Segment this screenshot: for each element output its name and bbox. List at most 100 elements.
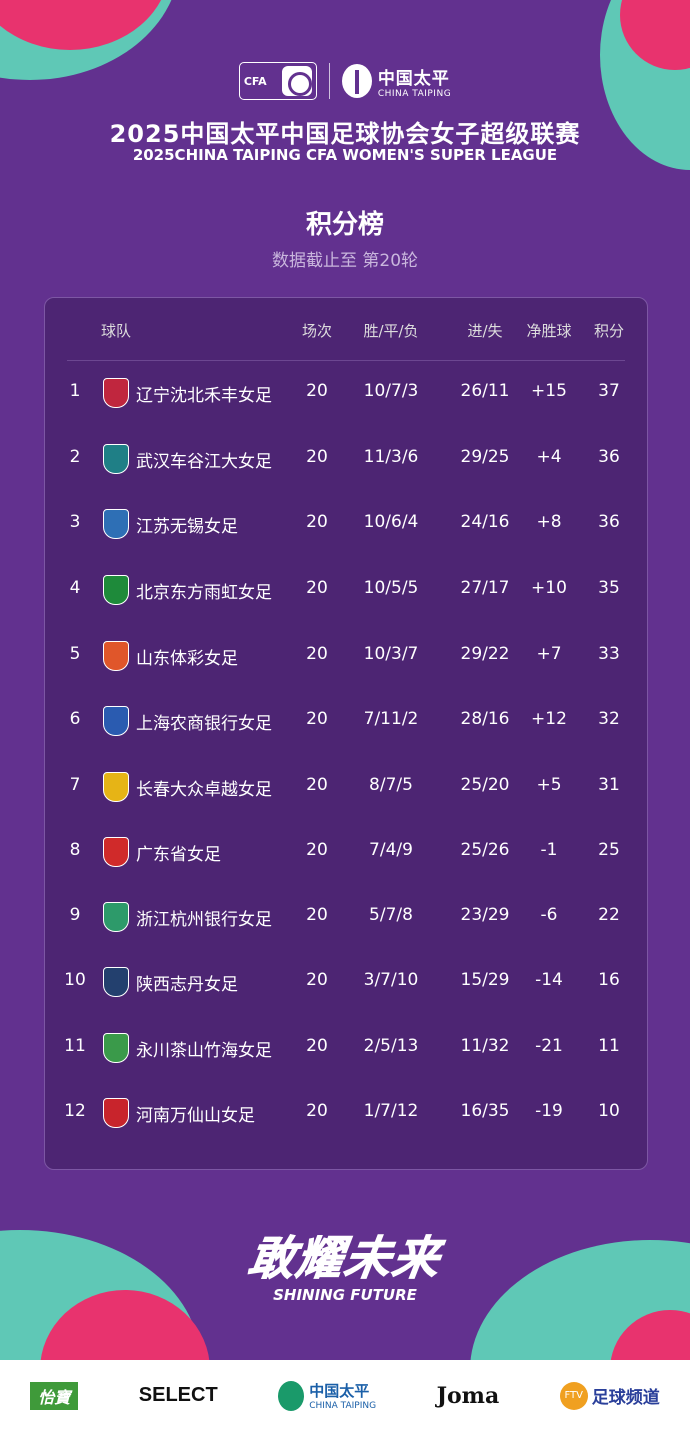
table-row: 12 河南万仙山女足 20 1/7/12 16/35 -19 10	[45, 1093, 647, 1133]
sponsor-china-taiping: 中国太平 CHINA TAIPING	[278, 1380, 376, 1411]
win-draw-loss: 1/7/12	[363, 1101, 419, 1121]
goal-difference: +8	[536, 512, 562, 532]
tree-icon	[278, 1380, 305, 1411]
sponsor-bar: 怡寶 SELECT 中国太平 CHINA TAIPING Joma FTV 足球频…	[0, 1360, 690, 1431]
played: 20	[306, 775, 328, 795]
played: 20	[306, 512, 328, 532]
table-row: 8 广东省女足 20 7/4/9 25/26 -1 25	[45, 832, 647, 872]
rose-icon	[281, 66, 312, 96]
rank: 9	[69, 905, 81, 925]
goal-difference: -1	[540, 840, 558, 860]
played: 20	[306, 447, 328, 467]
goals-for-against: 11/32	[460, 1036, 510, 1056]
points: 36	[598, 447, 620, 467]
goals-for-against: 25/26	[460, 840, 510, 860]
points: 36	[598, 512, 620, 532]
subtitle: 数据截止至 第20轮	[271, 251, 419, 271]
team-name: 浙江杭州银行女足	[136, 910, 272, 930]
sponsor-joma: Joma	[436, 1382, 500, 1409]
table-row: 10 陕西志丹女足 20 3/7/10 15/29 -14 16	[45, 962, 647, 1002]
points: 11	[598, 1036, 620, 1056]
win-draw-loss: 5/7/8	[369, 905, 413, 925]
win-draw-loss: 11/3/6	[363, 447, 419, 467]
goal-difference: +12	[531, 709, 567, 729]
rank: 11	[64, 1036, 86, 1056]
points: 32	[598, 709, 620, 729]
goals-for-against: 26/11	[460, 381, 510, 401]
goals-for-against: 29/22	[460, 644, 510, 664]
team-name: 北京东方雨虹女足	[136, 583, 272, 603]
goals-for-against: 27/17	[460, 578, 510, 598]
goals-for-against: 29/25	[460, 447, 510, 467]
played: 20	[306, 1036, 328, 1056]
win-draw-loss: 10/6/4	[363, 512, 419, 532]
goal-difference: -21	[535, 1036, 563, 1056]
team-badge-icon	[103, 967, 129, 997]
col-wdl: 胜/平/负	[363, 322, 419, 340]
win-draw-loss: 10/3/7	[363, 644, 419, 664]
team-badge-icon	[103, 378, 129, 408]
points: 22	[598, 905, 620, 925]
team-badge-icon	[103, 837, 129, 867]
tree-icon	[341, 64, 372, 98]
rank: 10	[64, 970, 86, 990]
col-played: 场次	[301, 322, 332, 340]
points: 33	[598, 644, 620, 664]
col-team: 球队	[101, 322, 132, 340]
played: 20	[306, 970, 328, 990]
team-name: 陕西志丹女足	[136, 975, 238, 995]
cfa-logo: CFA	[238, 62, 317, 100]
goal-difference: +4	[536, 447, 562, 467]
team-name: 永川茶山竹海女足	[136, 1041, 272, 1061]
goals-for-against: 24/16	[460, 512, 510, 532]
goal-difference: -6	[540, 905, 558, 925]
table-row: 4 北京东方雨虹女足 20 10/5/5 27/17 +10 35	[45, 570, 647, 610]
points: 16	[598, 970, 620, 990]
header-divider	[67, 360, 625, 361]
played: 20	[306, 905, 328, 925]
rank: 2	[69, 447, 81, 467]
col-goals: 进/失	[467, 322, 503, 340]
table-row: 5 山东体彩女足 20 10/3/7 29/22 +7 33	[45, 636, 647, 676]
page-title: 积分榜	[305, 210, 384, 240]
team-name: 上海农商银行女足	[136, 714, 272, 734]
table-row: 9 浙江杭州银行女足 20 5/7/8 23/29 -6 22	[45, 897, 647, 937]
china-taiping-logo: 中国太平 CHINA TAIPING	[341, 64, 451, 99]
goals-for-against: 28/16	[460, 709, 510, 729]
team-name: 河南万仙山女足	[136, 1106, 255, 1126]
sponsor-yibao: 怡寶	[30, 1381, 79, 1410]
team-badge-icon	[103, 444, 129, 474]
win-draw-loss: 2/5/13	[363, 1036, 419, 1056]
team-badge-icon	[103, 706, 129, 736]
points: 37	[598, 381, 620, 401]
points: 10	[598, 1101, 620, 1121]
team-name: 辽宁沈北禾丰女足	[136, 386, 272, 406]
goals-for-against: 23/29	[460, 905, 510, 925]
table-row: 11 永川茶山竹海女足 20 2/5/13 11/32 -21 11	[45, 1028, 647, 1068]
rank: 4	[69, 578, 81, 598]
rank: 6	[69, 709, 81, 729]
played: 20	[306, 1101, 328, 1121]
standings-table: 球队 场次 胜/平/负 进/失 净胜球 积分 1 辽宁沈北禾丰女足 20 10/…	[44, 297, 648, 1170]
team-badge-icon	[103, 1098, 129, 1128]
table-row: 3 江苏无锡女足 20 10/6/4 24/16 +8 36	[45, 504, 647, 544]
title-cn: 2025中国太平中国足球协会女子超级联赛	[109, 120, 581, 148]
played: 20	[306, 709, 328, 729]
goals-for-against: 25/20	[460, 775, 510, 795]
table-row: 7 长春大众卓越女足 20 8/7/5 25/20 +5 31	[45, 767, 647, 807]
points: 35	[598, 578, 620, 598]
divider	[328, 63, 330, 99]
win-draw-loss: 8/7/5	[369, 775, 413, 795]
goal-difference: +7	[536, 644, 562, 664]
goal-difference: +5	[536, 775, 562, 795]
team-badge-icon	[103, 641, 129, 671]
team-name: 山东体彩女足	[136, 649, 238, 669]
played: 20	[306, 381, 328, 401]
win-draw-loss: 7/11/2	[363, 709, 419, 729]
rank: 5	[69, 644, 81, 664]
win-draw-loss: 10/5/5	[363, 578, 419, 598]
sponsor-ftv: FTV 足球频道	[559, 1381, 660, 1410]
win-draw-loss: 3/7/10	[363, 970, 419, 990]
table-row: 2 武汉车谷江大女足 20 11/3/6 29/25 +4 36	[45, 439, 647, 479]
team-name: 江苏无锡女足	[136, 517, 238, 537]
